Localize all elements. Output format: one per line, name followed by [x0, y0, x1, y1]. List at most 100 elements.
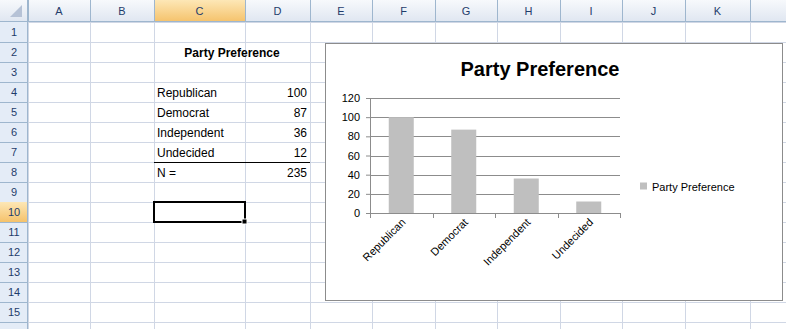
header-divider — [622, 0, 623, 22]
x-tick-label: Republican — [360, 216, 407, 263]
y-tick-label: 100 — [342, 111, 360, 123]
row-header[interactable]: 9 — [11, 186, 17, 198]
row-divider — [0, 242, 28, 243]
y-tick-mark — [366, 213, 370, 214]
column-header[interactable]: C — [196, 5, 204, 17]
row-header[interactable]: 15 — [8, 306, 20, 318]
row-header[interactable]: 14 — [8, 286, 20, 298]
header-divider — [310, 0, 311, 22]
header-divider — [435, 0, 436, 22]
row-header[interactable]: 10 — [8, 206, 20, 218]
cell-line — [28, 302, 786, 303]
header-divider — [245, 0, 246, 22]
selected-row-header — [0, 202, 28, 222]
column-header[interactable]: I — [589, 5, 592, 17]
column-header[interactable]: F — [400, 5, 407, 17]
column-header[interactable]: H — [525, 5, 533, 17]
row-header-edge — [27, 0, 28, 329]
legend-swatch — [640, 183, 647, 190]
row-header[interactable]: 7 — [11, 146, 17, 158]
y-tick-mark — [366, 136, 370, 137]
row-divider — [0, 262, 28, 263]
table-value: 12 — [294, 146, 308, 160]
row-divider — [0, 322, 28, 323]
row-divider — [0, 42, 28, 43]
y-tick: 0 — [354, 207, 370, 219]
y-tick-label: 20 — [348, 188, 360, 200]
row-headers: 123456789101112131415 — [0, 0, 28, 329]
row-header[interactable]: 2 — [11, 46, 17, 58]
select-all[interactable] — [10, 5, 22, 17]
x-axis: RepublicanDemocratIndependentUndecided — [360, 213, 620, 268]
cell-line — [28, 42, 786, 43]
x-tick-mark — [433, 213, 434, 218]
table-label: Democrat — [157, 106, 210, 120]
row-header[interactable]: 4 — [11, 86, 17, 98]
row-header[interactable]: 1 — [11, 26, 17, 38]
x-tick-label: Undecided — [549, 216, 595, 262]
y-tick-label: 120 — [342, 92, 360, 104]
header-divider — [685, 0, 686, 22]
table-label: Republican — [157, 86, 217, 100]
gridline — [370, 98, 620, 99]
page: ABCDEFGHIJK123456789101112131415Party Pr… — [0, 0, 786, 329]
row-header[interactable]: 6 — [11, 126, 17, 138]
table-value: 87 — [294, 106, 308, 120]
header-bottom — [0, 21, 786, 22]
chart[interactable]: Party Preference020406080100120Republica… — [326, 44, 783, 301]
row-divider — [0, 282, 28, 283]
y-tick: 100 — [342, 111, 370, 123]
y-tick-mark — [366, 175, 370, 176]
table-label: Independent — [157, 126, 224, 140]
total-label: N = — [157, 166, 176, 180]
row-divider — [0, 182, 28, 183]
y-tick-label: 80 — [348, 130, 360, 142]
y-tick: 60 — [348, 150, 370, 162]
row-header[interactable]: 11 — [8, 226, 19, 238]
chart-frame[interactable] — [326, 44, 783, 301]
x-tick-mark — [620, 213, 621, 218]
column-header[interactable]: J — [651, 5, 657, 17]
fill-handle[interactable] — [242, 219, 247, 224]
y-tick-label: 60 — [348, 150, 360, 162]
screen: ABCDEFGHIJK123456789101112131415Party Pr… — [0, 0, 786, 329]
bars — [389, 117, 602, 213]
x-tick-label: Democrat — [428, 216, 470, 258]
cell-grid — [28, 22, 786, 329]
row-header[interactable]: 8 — [11, 166, 17, 178]
y-tick-label: 40 — [348, 169, 360, 181]
table-value: 100 — [287, 86, 307, 100]
column-header[interactable]: E — [337, 5, 344, 17]
table-rule — [154, 162, 310, 163]
row-divider — [0, 122, 28, 123]
y-tick-mark — [366, 117, 370, 118]
x-tick-mark — [495, 213, 496, 218]
row-header[interactable]: 5 — [11, 106, 17, 118]
header-divider — [154, 0, 155, 22]
row-header[interactable]: 12 — [8, 246, 20, 258]
column-header[interactable]: B — [118, 5, 125, 17]
header-divider — [560, 0, 561, 22]
row-header[interactable]: 13 — [8, 266, 20, 278]
row-divider — [0, 82, 28, 83]
row-divider — [0, 162, 28, 163]
active-cell[interactable] — [154, 202, 245, 222]
y-tick: 80 — [348, 130, 370, 142]
y-axis: 0 20 40 60 80 100 120 — [342, 92, 371, 219]
header-divider — [372, 0, 373, 22]
bar[interactable] — [514, 179, 539, 214]
header-divider — [28, 0, 29, 22]
y-tick-label: 0 — [354, 207, 360, 219]
column-header[interactable]: K — [714, 5, 722, 17]
table-value: 36 — [294, 126, 308, 140]
y-tick: 120 — [342, 92, 370, 104]
row-header[interactable]: 3 — [11, 66, 17, 78]
bar[interactable] — [451, 130, 476, 213]
column-header[interactable]: A — [55, 5, 63, 17]
column-header[interactable]: G — [462, 5, 471, 17]
bar[interactable] — [576, 202, 601, 214]
bar[interactable] — [389, 117, 414, 213]
y-tick-mark — [366, 98, 370, 99]
gridlines — [370, 99, 620, 214]
column-header[interactable]: D — [274, 5, 282, 17]
